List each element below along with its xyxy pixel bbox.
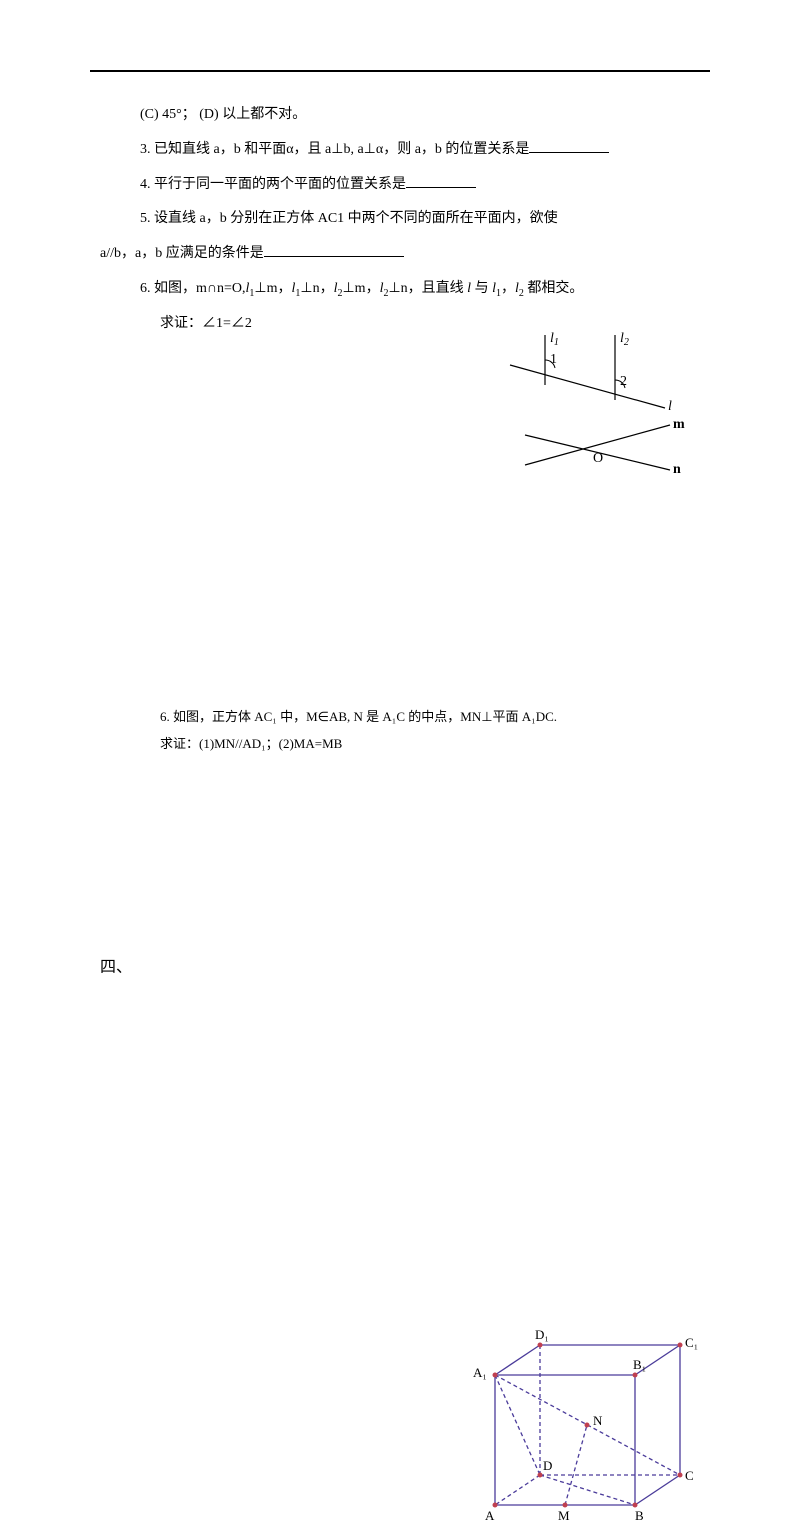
question-3: 3. 已知直线 a，b 和平面α，且 a⊥b, a⊥α，则 a，b 的位置关系是	[100, 135, 700, 166]
svg-text:C₁: C₁	[685, 1335, 698, 1350]
q3-blank	[529, 139, 609, 153]
q6-l1n: ⊥n，	[300, 281, 333, 296]
q6-end: 都相交。	[524, 281, 584, 296]
svg-text:l1: l1	[550, 331, 559, 348]
svg-text:O: O	[593, 451, 603, 466]
q4-blank	[406, 174, 476, 188]
svg-text:A₁: A₁	[473, 1365, 487, 1380]
svg-text:M: M	[558, 1508, 570, 1523]
svg-text:D: D	[543, 1458, 552, 1473]
svg-text:B: B	[635, 1508, 644, 1523]
answer-options-cd: (C) 45°； (D) 以上都不对。	[100, 100, 700, 131]
question-6b: 6. 如图，正方体 AC₁ 中，M∈AB, N 是 A₁C 的中点，MN⊥平面 …	[160, 705, 700, 760]
svg-text:l: l	[668, 399, 672, 414]
page-top-rule	[90, 70, 710, 72]
svg-text:n: n	[673, 462, 681, 477]
q6b-prove: 求证：(1)MN//AD₁；(2)MA=MB	[160, 732, 700, 755]
page-content: (C) 45°； (D) 以上都不对。 3. 已知直线 a，b 和平面α，且 a…	[100, 100, 700, 344]
q3-text: 3. 已知直线 a，b 和平面α，且 a⊥b, a⊥α，则 a，b 的位置关系是	[140, 142, 529, 157]
svg-text:A: A	[485, 1508, 495, 1523]
question-6-line1: 6. 如图，m∩n=O,l1⊥m，l1⊥n，l2⊥m，l2⊥n，且直线 l 与 …	[100, 274, 700, 305]
svg-text:C: C	[685, 1468, 694, 1483]
q6-with: 与	[471, 281, 492, 296]
q6b-text: 6. 如图，正方体 AC₁ 中，M∈AB, N 是 A₁C 的中点，MN⊥平面 …	[160, 705, 700, 728]
diagram-cube: A B C D A₁ B₁ C₁ D₁ M N	[450, 1325, 720, 1535]
svg-text:D₁: D₁	[535, 1327, 549, 1342]
svg-text:N: N	[593, 1413, 603, 1428]
q6-comma: ，	[501, 281, 515, 296]
q6-l2n: ⊥n，且直线	[388, 281, 467, 296]
svg-text:l2: l2	[620, 331, 629, 348]
question-5-line2: a//b，a，b 应满足的条件是	[100, 239, 700, 270]
svg-text:2: 2	[620, 374, 627, 389]
question-5-line1: 5. 设直线 a，b 分别在正方体 AC1 中两个不同的面所在平面内，欲使	[100, 204, 700, 235]
q5-text: a//b，a，b 应满足的条件是	[100, 246, 264, 261]
svg-text:1: 1	[550, 352, 557, 367]
q5-blank	[264, 243, 404, 257]
question-4: 4. 平行于同一平面的两个平面的位置关系是	[100, 170, 700, 201]
svg-text:m: m	[673, 417, 685, 432]
q6-l1m: ⊥m，	[254, 281, 291, 296]
svg-text:B₁: B₁	[633, 1357, 646, 1372]
diagram-angles: l1l2l12mnO	[480, 330, 700, 480]
q6-prefix: 6. 如图，m∩n=O,	[140, 281, 246, 296]
section-four-heading: 四、	[100, 950, 132, 985]
q4-text: 4. 平行于同一平面的两个平面的位置关系是	[140, 177, 406, 192]
q6-l2m: ⊥m，	[342, 281, 379, 296]
